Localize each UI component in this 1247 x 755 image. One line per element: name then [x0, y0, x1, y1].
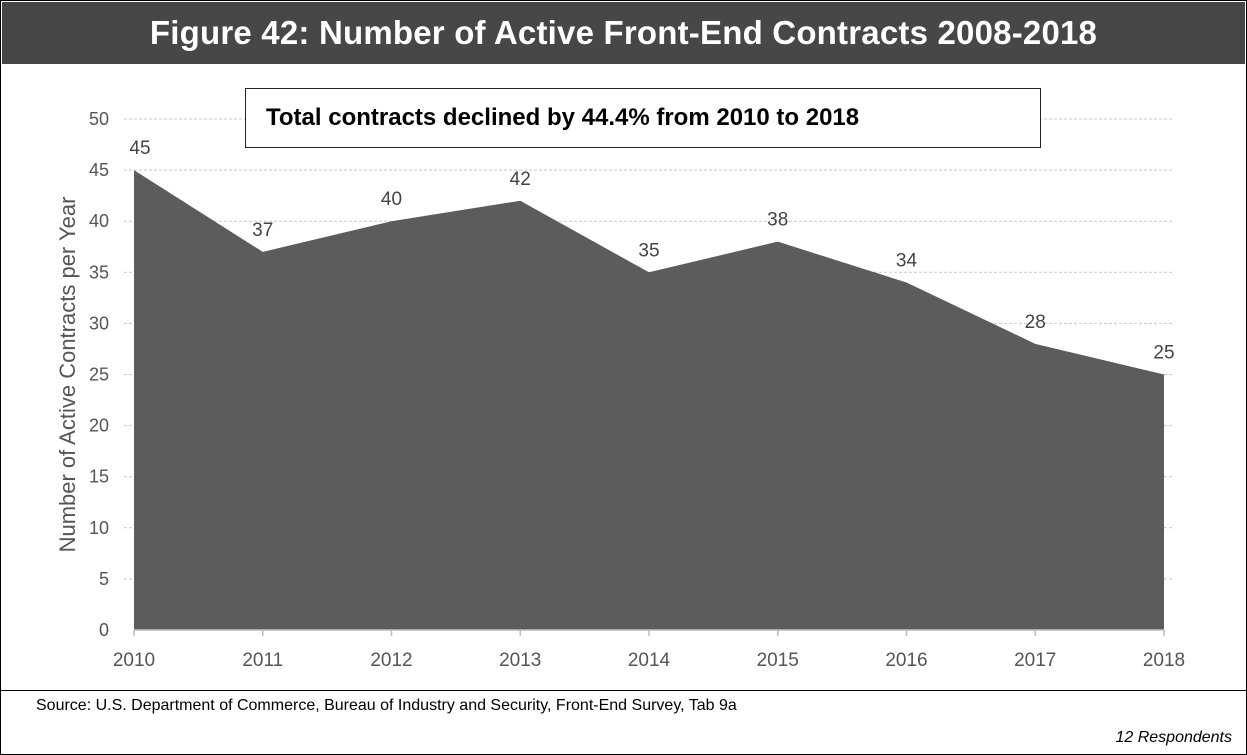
y-tick-label: 20: [89, 416, 109, 436]
respondents-note: 12 Respondents: [1115, 729, 1232, 746]
x-tick-label: 2010: [113, 650, 155, 671]
x-tick-label: 2017: [1014, 650, 1056, 671]
chart-area: 0 5 10 15 20 25 30 35 40 45 50 2010 2011 2012 2013 2014…: [1, 64, 1246, 691]
y-axis-title: Number of Active Contracts per Year: [55, 197, 80, 553]
annotation-box: Total contracts declined by 44.4% from 2…: [245, 88, 1041, 148]
x-tick-label: 2014: [628, 650, 671, 671]
y-tick-label: 50: [89, 109, 109, 129]
y-tick-label: 40: [89, 211, 109, 231]
y-tick-label: 30: [89, 313, 109, 333]
y-tick-label: 5: [99, 569, 109, 589]
area-series: [134, 170, 1164, 630]
data-label: 37: [252, 220, 273, 241]
y-tick-label: 15: [89, 467, 109, 487]
x-tick-label: 2013: [499, 650, 541, 671]
data-label: 40: [381, 189, 402, 210]
data-label: 34: [896, 251, 918, 272]
y-tick-label: 35: [89, 262, 109, 282]
figure-title: Figure 42: Number of Active Front-End Co…: [149, 14, 1098, 51]
x-tick-label: 2012: [370, 650, 412, 671]
title-bar: Figure 42: Number of Active Front-End Co…: [2, 2, 1245, 64]
x-tick-label: 2016: [885, 650, 927, 671]
y-tick-label: 25: [89, 365, 109, 385]
y-tick-label: 0: [99, 620, 109, 640]
data-label: 42: [510, 169, 531, 190]
y-tick-label: 10: [89, 518, 109, 538]
x-tick-label: 2015: [757, 650, 799, 671]
data-label: 28: [1025, 312, 1046, 333]
x-tick-label: 2011: [242, 650, 283, 671]
footer-divider: [1, 690, 1246, 691]
data-label: 45: [129, 138, 150, 159]
source-note: Source: U.S. Department of Commerce, Bur…: [36, 697, 737, 714]
y-tick-label: 45: [89, 160, 109, 180]
annotation-text: Total contracts declined by 44.4% from 2…: [266, 104, 860, 131]
data-label: 35: [638, 240, 659, 261]
area-chart: 0 5 10 15 20 25 30 35 40 45 50 2010 2011 2012 2013 2014…: [55, 109, 1185, 671]
data-label: 38: [767, 210, 788, 231]
x-tick-label: 2018: [1143, 650, 1185, 671]
data-label: 25: [1153, 343, 1174, 364]
